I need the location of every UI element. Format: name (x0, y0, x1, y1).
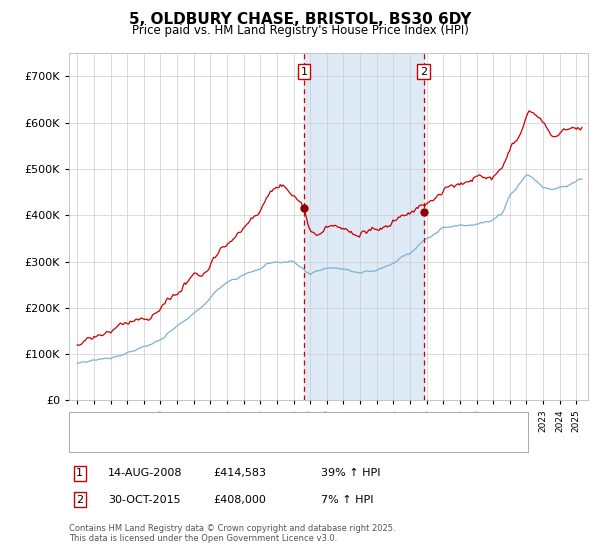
Text: Price paid vs. HM Land Registry's House Price Index (HPI): Price paid vs. HM Land Registry's House … (131, 24, 469, 37)
Text: 5, OLDBURY CHASE, BRISTOL, BS30 6DY (detached house): 5, OLDBURY CHASE, BRISTOL, BS30 6DY (det… (110, 418, 413, 428)
Text: Contains HM Land Registry data © Crown copyright and database right 2025.
This d: Contains HM Land Registry data © Crown c… (69, 524, 395, 543)
Text: 14-AUG-2008: 14-AUG-2008 (108, 468, 182, 478)
Text: £414,583: £414,583 (213, 468, 266, 478)
Text: 7% ↑ HPI: 7% ↑ HPI (321, 494, 373, 505)
Text: 2: 2 (420, 67, 427, 77)
Text: 1: 1 (76, 468, 83, 478)
Text: 30-OCT-2015: 30-OCT-2015 (108, 494, 181, 505)
Text: 2: 2 (76, 494, 83, 505)
Bar (304, 53, 424, 400)
Text: £408,000: £408,000 (213, 494, 266, 505)
Text: 1: 1 (301, 67, 307, 77)
Text: HPI: Average price, detached house, South Gloucestershire: HPI: Average price, detached house, Sout… (110, 436, 419, 446)
Text: 39% ↑ HPI: 39% ↑ HPI (321, 468, 380, 478)
Text: 5, OLDBURY CHASE, BRISTOL, BS30 6DY: 5, OLDBURY CHASE, BRISTOL, BS30 6DY (129, 12, 471, 27)
